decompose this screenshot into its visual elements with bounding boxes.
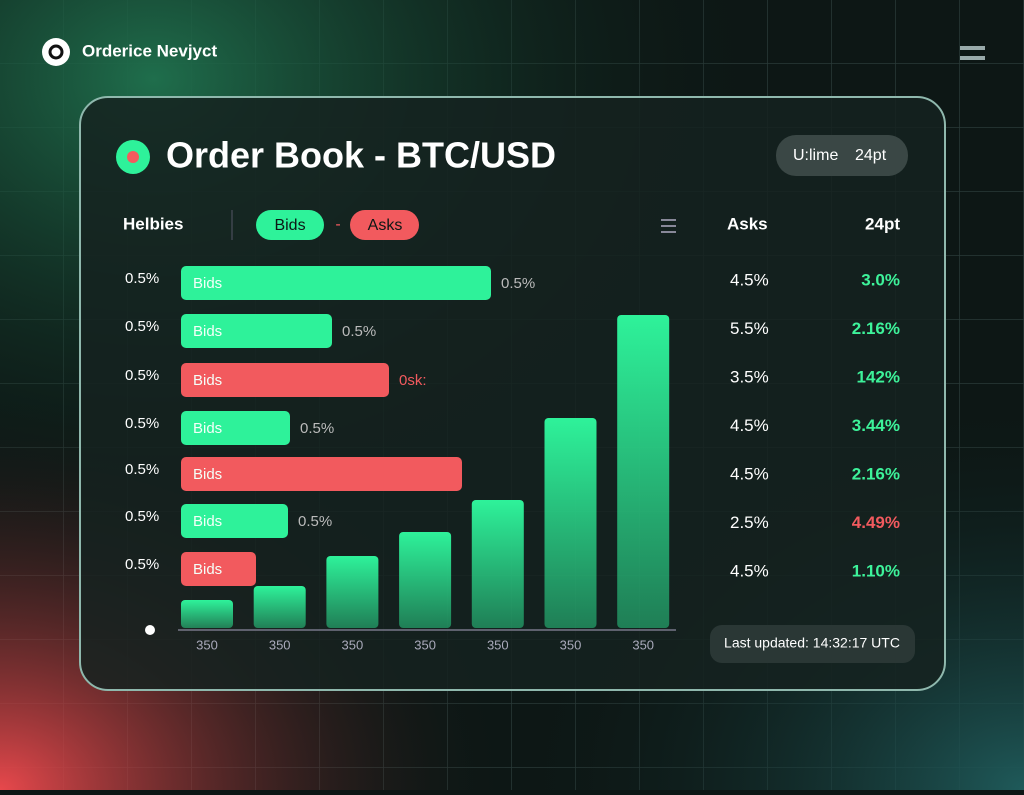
- bar-label: Bids: [193, 323, 222, 340]
- book-bar: [181, 314, 332, 348]
- bar-note: 0.5%: [298, 513, 332, 530]
- book-bar: [181, 411, 290, 445]
- bar-note: 0.5%: [501, 275, 535, 292]
- bar-label: Bids: [193, 561, 222, 578]
- depth-bar: [544, 418, 597, 628]
- bar-label: Bids: [193, 275, 222, 292]
- badge-label: U:lime: [793, 147, 838, 164]
- depth-bar: [326, 556, 379, 628]
- depth-bar: [181, 600, 233, 628]
- depth-label: 350: [196, 637, 218, 652]
- change-value: 2.16%: [852, 319, 900, 338]
- ask-value: 4.5%: [730, 416, 769, 435]
- menu-button[interactable]: [960, 46, 985, 60]
- separator: -: [335, 216, 340, 233]
- dot: [145, 625, 155, 635]
- toolbar-label: Helbies: [123, 214, 183, 233]
- change-value: 4.49%: [852, 513, 900, 532]
- badge[interactable]: [776, 135, 908, 176]
- bids-tab-label: Bids: [274, 217, 305, 234]
- ask-value: 4.5%: [730, 561, 769, 580]
- panel: [79, 96, 946, 691]
- row-label: 0.5%: [125, 367, 159, 384]
- ask-value: 4.5%: [730, 270, 769, 289]
- bar-label: Bids: [193, 420, 222, 437]
- footer-pill: [710, 625, 915, 663]
- depth-bar: [253, 586, 306, 628]
- ask-value: 2.5%: [730, 513, 769, 532]
- table-header: Asks: [727, 214, 768, 233]
- change-value: 3.44%: [852, 416, 900, 435]
- depth-label: 350: [487, 637, 509, 652]
- depth-bar: [617, 315, 670, 628]
- last-updated: Last updated: 14:32:17 UTC: [724, 635, 900, 651]
- depth-label: 350: [560, 637, 582, 652]
- depth-label: 350: [632, 637, 654, 652]
- depth-bar: [471, 500, 524, 628]
- bar-note: 0sk:: [399, 372, 427, 389]
- book-bar: [181, 266, 491, 300]
- row-label: 0.5%: [125, 461, 159, 478]
- bar-note: 0.5%: [342, 323, 376, 340]
- change-value: 1.10%: [852, 561, 900, 580]
- list-icon[interactable]: [661, 219, 676, 233]
- bids-tab[interactable]: [256, 210, 324, 240]
- depth-label: 350: [342, 637, 364, 652]
- bar-label: Bids: [193, 372, 222, 389]
- row-label: 0.5%: [125, 415, 159, 432]
- badge-value: 24pt: [855, 147, 887, 164]
- change-value: 142%: [857, 367, 900, 386]
- ask-value: 5.5%: [730, 319, 769, 338]
- depth-bar: [399, 532, 452, 628]
- bar-label: Bids: [193, 513, 222, 530]
- table-header: 24pt: [865, 214, 900, 233]
- bar-note: 0.5%: [300, 420, 334, 437]
- row-label: 0.5%: [125, 508, 159, 525]
- ask-value: 3.5%: [730, 367, 769, 386]
- bar-label: Bids: [193, 466, 222, 483]
- brand: Orderice Nevjyct: [82, 41, 217, 60]
- depth-label: 350: [269, 637, 291, 652]
- book-bar: [181, 363, 389, 397]
- change-value: 3.0%: [861, 270, 900, 289]
- row-label: 0.5%: [125, 556, 159, 573]
- row-label: 0.5%: [125, 270, 159, 287]
- book-bar: [181, 457, 462, 491]
- asks-tab[interactable]: [350, 210, 419, 240]
- panel-title: Order Book - BTC/USD: [166, 135, 556, 176]
- depth-label: 350: [414, 637, 436, 652]
- book-bar: [181, 504, 288, 538]
- change-value: 2.16%: [852, 464, 900, 483]
- asks-tab-label: Asks: [368, 217, 403, 234]
- row-label: 0.5%: [125, 318, 159, 335]
- book-bar: [181, 552, 256, 586]
- logo[interactable]: [42, 38, 70, 66]
- ask-value: 4.5%: [730, 464, 769, 483]
